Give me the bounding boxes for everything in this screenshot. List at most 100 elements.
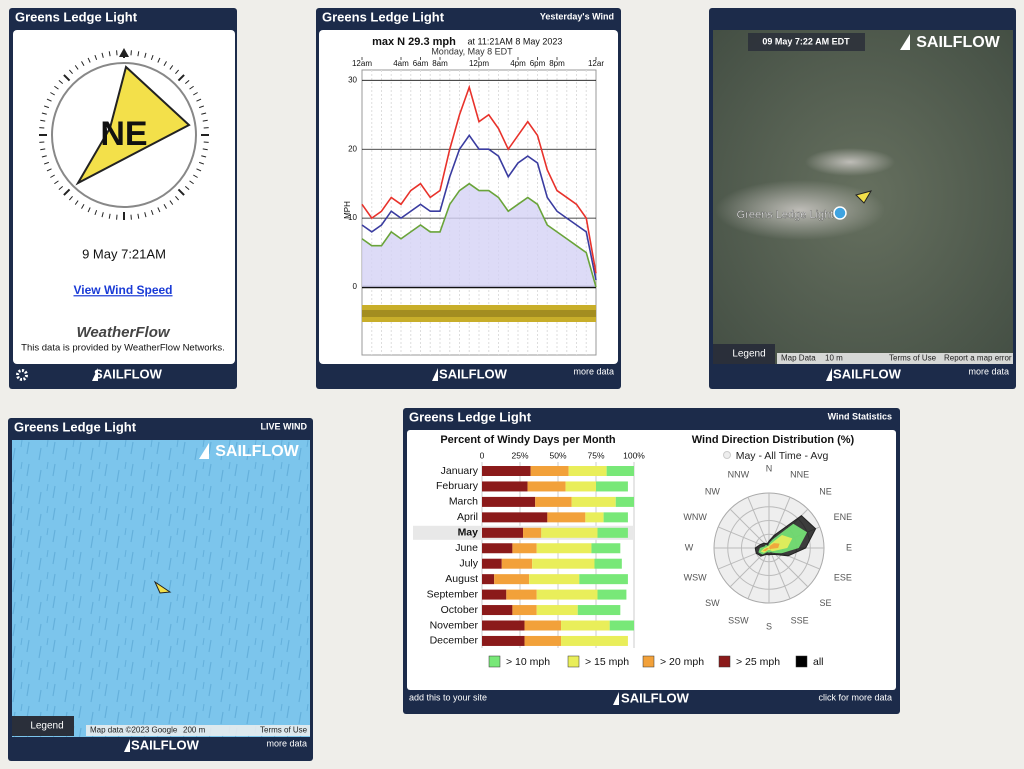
bar-segment <box>482 605 513 616</box>
brand: WeatherFlow <box>76 324 170 341</box>
bar-segment <box>482 635 525 646</box>
bar-segment <box>529 574 580 585</box>
direction-label: SSW <box>728 615 749 625</box>
chart-subtitle[interactable]: May - All Time - Avg <box>736 450 829 462</box>
place-pin[interactable] <box>833 206 847 220</box>
compass-tick <box>177 74 185 82</box>
compass-tick <box>40 148 46 151</box>
bar-segment <box>482 620 525 631</box>
compass-tick <box>58 186 64 191</box>
compass-tick <box>50 92 55 96</box>
sail-icon <box>92 368 98 381</box>
x-tick-label: 50% <box>549 450 566 460</box>
footer-logo[interactable]: SAILFLOW <box>439 366 508 381</box>
compass-tick <box>144 52 147 58</box>
bar-segment <box>541 527 598 538</box>
legend-label: > 20 mph <box>660 656 704 668</box>
settings-icon[interactable] <box>16 369 28 381</box>
map-attribution <box>86 725 310 736</box>
legend-button[interactable] <box>12 716 74 736</box>
x-tick-label: 75% <box>587 450 604 460</box>
bar-segment <box>565 481 596 492</box>
compass-tick <box>41 112 47 115</box>
bar-segment <box>524 620 562 631</box>
attribution[interactable]: Terms of Use <box>889 354 937 363</box>
widget-title: Greens Ledge Light <box>322 9 445 24</box>
radio-button[interactable] <box>723 451 731 459</box>
legend-button-label[interactable]: Legend <box>30 721 63 732</box>
compass-dial <box>39 48 209 220</box>
compass-tick <box>108 213 111 219</box>
legend-button[interactable] <box>713 344 775 364</box>
x-tick-label: 8pm <box>549 59 565 68</box>
category-label: June <box>455 542 478 554</box>
bar-segment <box>596 481 628 492</box>
legend-label: all <box>813 656 824 668</box>
bar-segment <box>561 635 628 646</box>
compass-tick <box>169 65 174 70</box>
category-label: July <box>459 557 478 569</box>
x-tick-label: 25% <box>511 450 528 460</box>
bar-segment <box>536 605 578 616</box>
add-to-site-link[interactable]: add this to your site <box>409 692 487 702</box>
direction-strip-shade <box>362 310 596 317</box>
footer-logo[interactable]: SAILFLOW <box>94 366 163 381</box>
more-data-link[interactable]: more data <box>266 738 307 748</box>
compass-tick <box>157 207 161 213</box>
legend-swatch <box>488 655 501 668</box>
more-data-link[interactable]: click for more data <box>818 692 892 702</box>
direction-label: ENE <box>834 512 853 522</box>
rose-series <box>762 543 780 552</box>
attribution[interactable]: Report a map error <box>944 354 1012 363</box>
more-data-link[interactable]: more data <box>573 366 614 376</box>
x-tick-label: 12pm <box>469 59 489 68</box>
compass-tick <box>94 210 98 216</box>
compass-tick <box>68 195 73 201</box>
bar-segment <box>585 512 604 523</box>
view-wind-link[interactable]: View Wind Speed <box>73 283 172 297</box>
bar-segment <box>603 512 628 523</box>
rose-spoke <box>729 508 770 549</box>
compass-tick <box>63 74 71 82</box>
direction-label: E <box>846 542 852 552</box>
sail-icon <box>124 739 130 752</box>
widget-title: Greens Ledge Light <box>15 9 138 24</box>
widget-tag: Yesterday's Wind <box>540 11 614 21</box>
direction-label: WSW <box>684 573 707 583</box>
timestamp-box <box>748 33 865 51</box>
footer-logo[interactable]: SAILFLOW <box>833 366 902 381</box>
legend-swatch <box>795 655 808 668</box>
map-logo: SAILFLOW <box>916 34 1000 51</box>
legend-swatch <box>642 655 655 668</box>
compass-tick <box>87 57 91 63</box>
legend-label: > 25 mph <box>736 656 780 668</box>
series-line <box>361 84 597 274</box>
legend-button-label[interactable]: Legend <box>732 349 765 360</box>
category-label: December <box>430 635 479 647</box>
compass-tick <box>202 119 208 122</box>
category-label: April <box>457 511 478 523</box>
bar-segment <box>535 496 572 507</box>
attribution[interactable]: Terms of Use <box>260 726 308 735</box>
compass-tick <box>94 54 98 60</box>
chart-subtitle: at 11:21AM 8 May 2023 <box>468 36 563 46</box>
bar-segment <box>512 543 537 554</box>
x-tick-label: 8am <box>432 59 448 68</box>
bar-segment <box>571 496 616 507</box>
compass-tick <box>193 92 198 96</box>
compass-tick <box>87 207 91 213</box>
chart-title: Wind Direction Distribution (%) <box>692 434 855 446</box>
footer-logo[interactable]: SAILFLOW <box>621 690 690 705</box>
compass-tick <box>144 212 147 218</box>
direction-label: SE <box>820 598 832 608</box>
x-tick-label: 6pm <box>530 59 546 68</box>
bar-segment <box>597 589 627 600</box>
x-tick-label: 6am <box>413 59 429 68</box>
compass-tick <box>74 200 79 205</box>
compass-tick <box>101 52 104 58</box>
compass-tick <box>74 65 79 70</box>
more-data-link[interactable]: more data <box>968 366 1009 376</box>
widget-title: Greens Ledge Light <box>409 409 532 424</box>
direction-label: N <box>766 463 773 473</box>
footer-logo[interactable]: SAILFLOW <box>131 737 200 752</box>
